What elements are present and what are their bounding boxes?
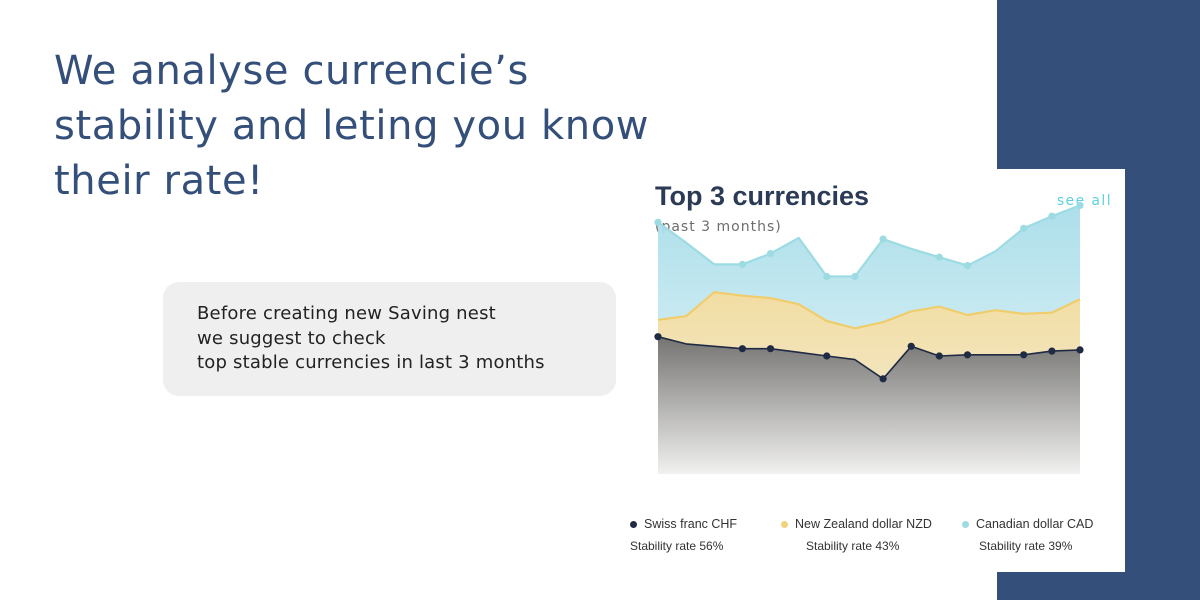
point-cad[interactable] [1048,212,1056,220]
bubble-line-3: top stable currencies in last 3 months [197,352,545,373]
point-cad[interactable] [851,272,859,281]
stability-rate-nzd: Stability rate 43% [781,539,951,553]
point-chf[interactable] [766,345,775,353]
stability-label-chf: Stability rate [630,539,697,553]
point-cad[interactable] [738,260,746,268]
point-chf[interactable] [907,342,915,350]
see-all-link[interactable]: see all [1056,193,1112,209]
point-cad[interactable] [1020,224,1028,232]
legend-dot-chf [630,520,637,528]
stability-rate-chf: Stability rate 56% [630,539,800,553]
legend-label-chf: Swiss franc CHF [644,517,738,531]
area-chf [658,336,1080,474]
legend-dot-cad [962,520,969,528]
point-chf[interactable] [1076,346,1084,354]
point-cad[interactable] [1076,201,1084,209]
point-chf[interactable] [935,352,943,360]
bubble-line-1: Before creating new Saving nest [197,303,496,324]
bubble-line-2: we suggest to check [197,327,386,349]
chart-subtitle: (past 3 months) [655,219,782,235]
point-chf[interactable] [963,351,972,359]
point-cad[interactable] [963,262,972,270]
point-chf[interactable] [879,375,887,383]
point-chf[interactable] [1048,347,1056,355]
point-cad[interactable] [654,218,662,226]
legend-item-nzd: New Zealand dollar NZD Stability rate 43… [781,517,951,553]
point-chf[interactable] [738,345,746,353]
line-nzd [657,290,1081,330]
point-chf[interactable] [823,352,831,360]
stability-value-nzd: 43% [875,539,900,553]
point-cad[interactable] [766,250,775,258]
legend-item-chf: Swiss franc CHF Stability rate 56% [630,517,800,553]
stability-label-cad: Stability rate [979,539,1046,553]
headline: We analyse currencie’s stability and let… [54,44,774,209]
legend-dot-nzd [781,520,788,528]
legend-label-cad: Canadian dollar CAD [976,517,1094,531]
stability-label-nzd: Stability rate [806,539,873,553]
legend-label-nzd: New Zealand dollar NZD [795,517,932,531]
line-chf [657,335,1081,380]
point-cad[interactable] [879,235,887,243]
legend-item-cad: Canadian dollar CAD Stability rate 39% [962,517,1132,553]
currencies-card: Top 3 currencies (past 3 months) see all… [618,169,1125,572]
point-chf[interactable] [1020,351,1028,359]
line-cad [657,204,1081,278]
point-cad[interactable] [935,253,943,261]
stability-rate-cad: Stability rate 39% [962,539,1132,553]
point-chf[interactable] [654,333,662,341]
headline-line-1: We analyse currencie’s [54,48,529,94]
stability-value-cad: 39% [1048,539,1073,553]
chart-title: Top 3 currencies [655,181,870,211]
suggestion-bubble: Before creating new Saving nest we sugge… [163,282,616,396]
headline-line-2: stability and leting you know [54,103,650,149]
stability-value-chf: 56% [699,539,724,553]
currency-area-chart [654,201,1084,474]
headline-line-3: their rate! [54,158,264,204]
point-cad[interactable] [823,272,831,281]
